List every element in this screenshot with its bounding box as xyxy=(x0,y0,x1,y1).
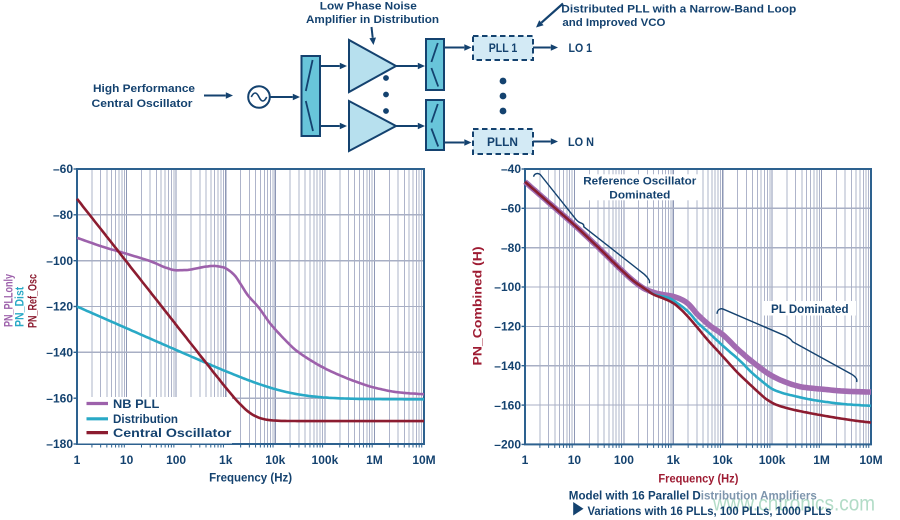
svg-text:PN_Combined (H): PN_Combined (H) xyxy=(473,246,485,365)
svg-text:10: 10 xyxy=(568,453,582,467)
svg-text:Low Phase Noise: Low Phase Noise xyxy=(320,1,417,13)
svg-text:and Improved VCO: and Improved VCO xyxy=(562,17,665,29)
svg-text:Model with 16 Parallel Distrib: Model with 16 Parallel Distribution Ampl… xyxy=(569,489,817,502)
svg-text:100: 100 xyxy=(614,453,634,467)
svg-text:100k: 100k xyxy=(312,453,339,467)
svg-text:Frequency (Hz): Frequency (Hz) xyxy=(209,470,292,484)
svg-text:PL Dominated: PL Dominated xyxy=(771,304,849,316)
svg-text:Central Oscillator: Central Oscillator xyxy=(113,426,232,440)
svg-text:10k: 10k xyxy=(265,453,285,467)
svg-text:Variations with 16 PLLs, 100 P: Variations with 16 PLLs, 100 PLLs, 1000 … xyxy=(588,505,832,518)
svg-text:–180: –180 xyxy=(46,437,73,451)
svg-text:10M: 10M xyxy=(412,453,435,467)
svg-text:Central Oscillator: Central Oscillator xyxy=(92,98,194,110)
svg-text:LO 1: LO 1 xyxy=(569,43,593,55)
svg-text:PN_Dist: PN_Dist xyxy=(15,287,27,327)
svg-text:–120: –120 xyxy=(46,300,73,314)
svg-text:PN_Ref_Osc: PN_Ref_Osc xyxy=(27,274,39,328)
svg-text:1M: 1M xyxy=(813,453,830,467)
svg-text:100k: 100k xyxy=(759,453,786,467)
svg-text:1k: 1k xyxy=(667,453,681,467)
svg-text:–160: –160 xyxy=(46,391,73,405)
svg-text:PLLN: PLLN xyxy=(487,137,518,149)
svg-text:–100: –100 xyxy=(46,254,73,268)
svg-text:–80: –80 xyxy=(501,241,521,255)
svg-text:PLL 1: PLL 1 xyxy=(489,43,518,55)
svg-text:Frequency (Hz): Frequency (Hz) xyxy=(658,471,738,485)
svg-text:–60: –60 xyxy=(501,202,521,216)
svg-text:1k: 1k xyxy=(219,453,233,467)
svg-text:NB PLL: NB PLL xyxy=(113,397,159,411)
svg-text:Dominated: Dominated xyxy=(609,190,670,202)
svg-text:–200: –200 xyxy=(494,438,521,452)
svg-text:www.cntronics.com: www.cntronics.com xyxy=(712,493,875,516)
svg-text:–160: –160 xyxy=(494,398,521,412)
svg-text:LO N: LO N xyxy=(568,137,594,149)
svg-text:–80: –80 xyxy=(53,208,73,222)
svg-text:10k: 10k xyxy=(713,453,733,467)
svg-text:Amplifier in Distribution: Amplifier in Distribution xyxy=(306,14,439,26)
svg-text:–120: –120 xyxy=(494,320,521,334)
svg-text:1: 1 xyxy=(522,453,529,467)
svg-text:Distributed PLL with a Narrow-: Distributed PLL with a Narrow-Band Loop xyxy=(561,4,796,16)
svg-text:–100: –100 xyxy=(494,280,521,294)
svg-text:PN_PLLonly: PN_PLLonly xyxy=(4,274,16,327)
svg-text:10M: 10M xyxy=(859,453,882,467)
svg-text:Distribution: Distribution xyxy=(113,412,178,426)
svg-text:1: 1 xyxy=(74,453,81,467)
svg-text:Reference Oscillator: Reference Oscillator xyxy=(583,175,697,187)
svg-text:–60: –60 xyxy=(53,162,73,176)
svg-text:10: 10 xyxy=(120,453,134,467)
svg-text:–140: –140 xyxy=(46,346,73,360)
svg-text:–140: –140 xyxy=(494,359,521,373)
svg-text:1M: 1M xyxy=(366,453,383,467)
svg-text:High Performance: High Performance xyxy=(93,83,195,95)
svg-text:100: 100 xyxy=(166,453,186,467)
svg-text:–40: –40 xyxy=(501,162,521,176)
